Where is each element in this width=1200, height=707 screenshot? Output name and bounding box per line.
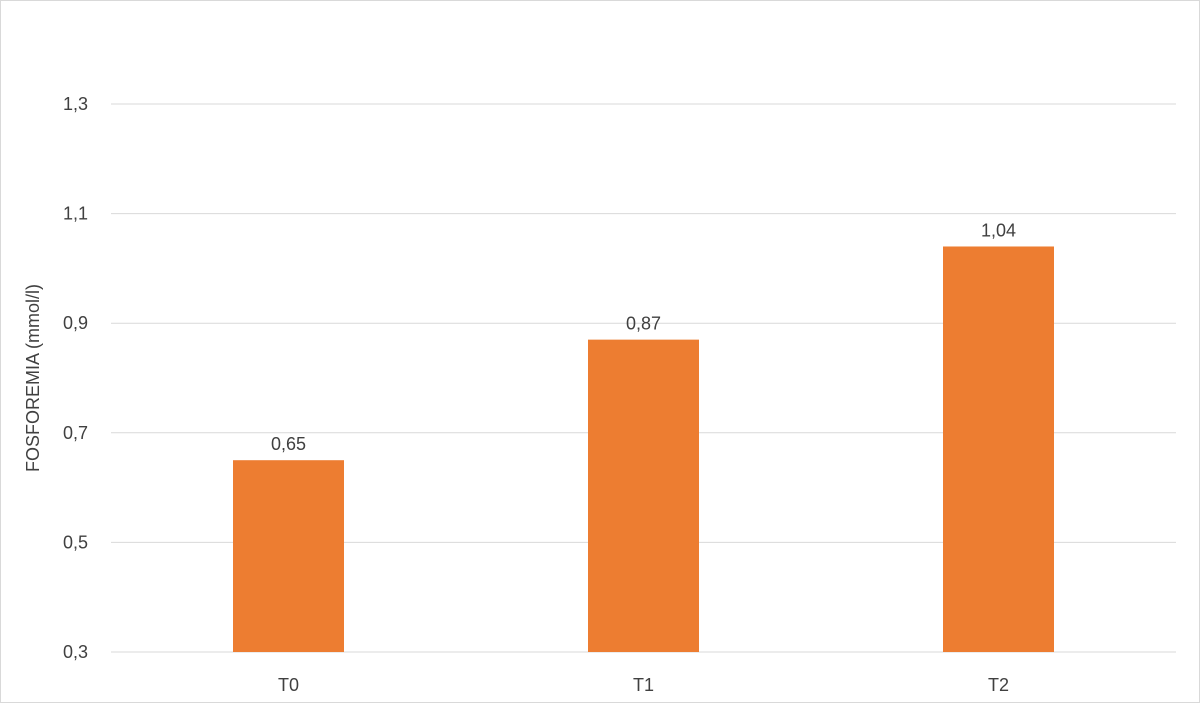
y-tick-label: 0,7	[63, 423, 88, 443]
bar-t1	[588, 339, 699, 652]
x-tick-label: T2	[988, 675, 1009, 695]
data-label: 0,65	[271, 434, 306, 454]
x-tick-labels: T0 T1 T2	[278, 675, 1009, 695]
bar-t2	[943, 246, 1054, 653]
y-tick-label: 0,9	[63, 313, 88, 333]
y-tick-labels: 0,3 0,5 0,7 0,9 1,1 1,3	[63, 94, 88, 662]
y-axis-title: FOSFOREMIA (mmol/l)	[23, 284, 43, 472]
y-tick-label: 1,1	[63, 204, 88, 224]
data-labels: 0,65 0,87 1,04	[271, 220, 1016, 454]
data-label: 1,04	[981, 220, 1016, 240]
x-tick-label: T1	[633, 675, 654, 695]
x-tick-label: T0	[278, 675, 299, 695]
y-tick-label: 0,5	[63, 532, 88, 552]
y-tick-label: 0,3	[63, 642, 88, 662]
y-tick-label: 1,3	[63, 94, 88, 114]
bars	[233, 246, 1054, 653]
data-label: 0,87	[626, 314, 661, 334]
bar-t0	[233, 460, 344, 652]
